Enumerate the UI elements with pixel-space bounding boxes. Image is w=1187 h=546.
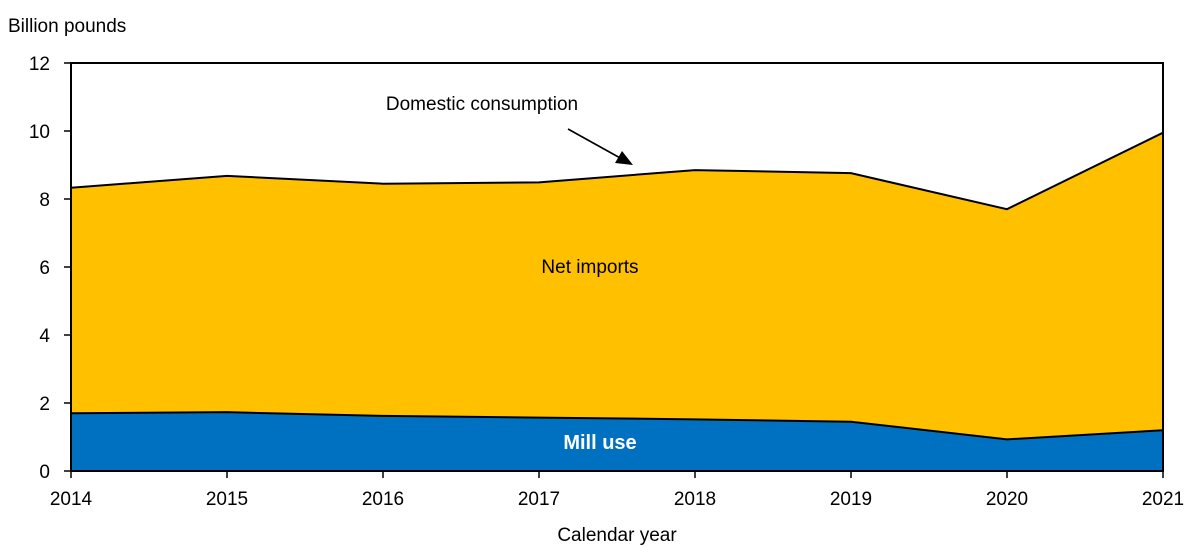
y-tick-label: 8 <box>39 190 50 211</box>
y-axis-title: Billion pounds <box>8 16 126 37</box>
annotation-arrow-head <box>615 151 633 165</box>
annotation-mill-use: Mill use <box>563 432 636 454</box>
y-tick-label: 4 <box>39 326 50 347</box>
y-tick-label: 2 <box>39 394 50 415</box>
x-axis-ticks: 2014 2015 2016 2017 2018 2019 2020 2021 <box>50 471 1184 510</box>
x-tick-label: 2014 <box>50 489 93 510</box>
area-net-imports <box>71 132 1163 440</box>
annotation-domestic-consumption-label: Domestic consumption <box>386 94 578 115</box>
x-tick-label: 2019 <box>830 489 872 510</box>
x-tick-label: 2016 <box>362 489 404 510</box>
x-tick-label: 2018 <box>674 489 716 510</box>
x-tick-label: 2015 <box>206 489 248 510</box>
y-tick-label: 6 <box>39 258 50 279</box>
area-outlines <box>70 131 1164 441</box>
y-tick-label: 12 <box>29 54 50 75</box>
annotation-domestic-consumption: Domestic consumption <box>386 94 633 165</box>
x-tick-label: 2020 <box>986 489 1028 510</box>
y-tick-label: 10 <box>29 122 50 143</box>
x-axis-title: Calendar year <box>557 525 677 546</box>
line-net-imports <box>70 131 1164 211</box>
x-tick-label: 2017 <box>518 489 560 510</box>
area-layers <box>71 132 1163 471</box>
y-tick-label: 0 <box>39 462 50 483</box>
annotation-arrow-line <box>567 128 623 160</box>
y-axis-ticks: 0 2 4 6 8 10 12 <box>29 54 71 483</box>
x-tick-label: 2021 <box>1142 489 1184 510</box>
annotation-net-imports: Net imports <box>541 257 638 278</box>
line-mill-use <box>70 411 1164 441</box>
